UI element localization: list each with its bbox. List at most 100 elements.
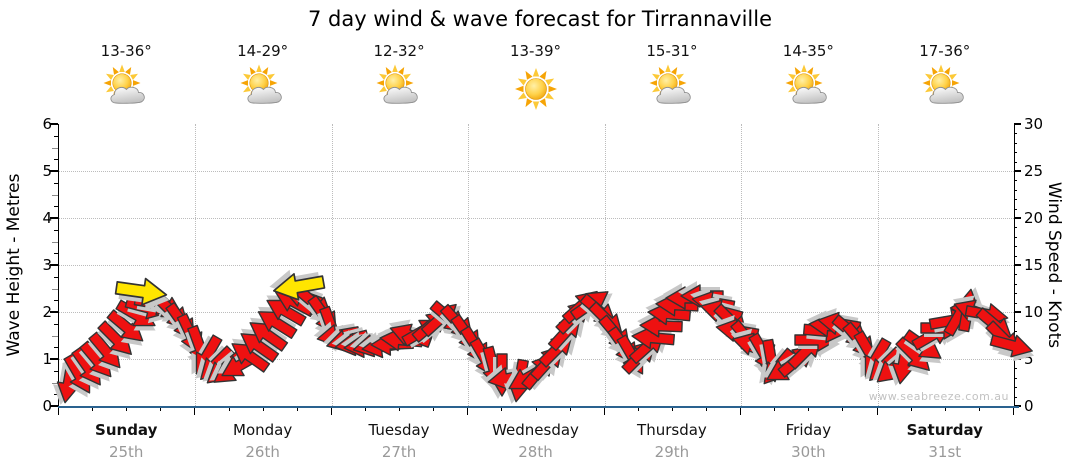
- bottom-axis-line: [58, 406, 1019, 408]
- gridline-horizontal: [59, 265, 1014, 266]
- temperature-label: 13-36°: [100, 42, 152, 60]
- bottom-axis-minor-tick: [364, 407, 366, 411]
- left-axis-tick-label: 3: [42, 256, 52, 274]
- bottom-axis-minor-tick: [399, 407, 401, 411]
- day-label: Monday: [233, 421, 293, 439]
- right-axis-minor-tick: [1014, 377, 1017, 379]
- wind-arrow-icon: [240, 329, 280, 363]
- day-label: Sunday: [95, 421, 158, 439]
- chart-title: 7 day wind & wave forecast for Tirrannav…: [307, 7, 773, 31]
- bottom-axis-minor-tick: [842, 407, 844, 411]
- bottom-axis-major-tick: [467, 407, 469, 415]
- temperature-label: 15-31°: [646, 42, 698, 60]
- weather-icon-partly-cloudy: [784, 64, 832, 116]
- sun-behind-cloud-icon: [922, 64, 964, 104]
- date-label: 25th: [108, 443, 144, 461]
- left-axis-minor-tick: [54, 159, 58, 161]
- right-axis-minor-tick: [1014, 255, 1017, 257]
- plot-area: www.seabreeze.com.au: [53, 124, 1035, 408]
- bottom-axis-minor-tick: [944, 407, 946, 411]
- right-axis-minor-tick: [1014, 180, 1017, 182]
- left-axis-minor-tick: [52, 194, 58, 196]
- sun-behind-cloud-icon: [785, 64, 828, 104]
- left-axis-minor-tick: [54, 206, 58, 208]
- bottom-axis-minor-tick: [501, 407, 503, 411]
- left-axis-tick-label: 2: [42, 303, 52, 321]
- right-axis-minor-tick: [1014, 227, 1017, 229]
- wind-arrow: [248, 294, 308, 354]
- gridline-horizontal: [59, 312, 1014, 313]
- weather-icon-partly-cloudy: [648, 64, 696, 116]
- bottom-axis-minor-tick: [910, 407, 912, 411]
- left-axis-major-tick: [50, 264, 58, 266]
- left-axis-major-tick: [50, 358, 58, 360]
- wind-arrow-yellow: [269, 256, 331, 316]
- date-label: 28th: [518, 443, 553, 461]
- watermark: www.seabreeze.com.au: [868, 390, 1009, 403]
- bottom-axis-minor-tick: [160, 407, 162, 411]
- gridline-vertical: [195, 124, 197, 406]
- left-axis-minor-tick: [52, 147, 58, 149]
- right-axis-minor-tick: [1014, 142, 1017, 144]
- right-axis-minor-tick: [1014, 293, 1017, 295]
- left-axis-title: Wave Height - Metres: [4, 173, 24, 357]
- bottom-axis-minor-tick: [535, 407, 537, 411]
- left-axis-tick-label: 0: [42, 397, 52, 415]
- right-axis-minor-tick: [1014, 396, 1017, 398]
- sun-behind-cloud-icon: [376, 64, 418, 104]
- left-axis-minor-tick: [54, 182, 58, 184]
- date-label: 29th: [654, 443, 690, 461]
- wind-arrow-icon: [637, 310, 683, 338]
- gridline-vertical: [604, 124, 606, 406]
- wind-arrow: [980, 315, 1040, 375]
- right-axis-tick-label: 30: [1024, 115, 1044, 133]
- right-axis-minor-tick: [1014, 387, 1017, 389]
- left-axis-minor-tick: [52, 335, 58, 337]
- wind-arrow: [95, 296, 155, 356]
- gridline-vertical: [331, 124, 333, 406]
- left-axis-tick-label: 1: [42, 350, 52, 368]
- gridline-vertical: [877, 124, 879, 406]
- bottom-axis-minor-tick: [126, 407, 128, 411]
- day-label: Thursday: [637, 421, 707, 439]
- wind-arrow-icon: [629, 322, 676, 350]
- temperature-label: 13-39°: [509, 42, 562, 60]
- left-axis-major-tick: [50, 405, 58, 407]
- date-label: 26th: [245, 443, 280, 461]
- bottom-axis-minor-tick: [706, 407, 708, 411]
- weather-icon-partly-cloudy: [239, 64, 287, 116]
- left-axis-major-tick: [50, 217, 58, 219]
- wind-arrow: [230, 317, 290, 377]
- bottom-axis-major-tick: [876, 407, 878, 415]
- bottom-axis-minor-tick: [433, 407, 435, 411]
- wind-arrow: [633, 296, 693, 356]
- bottom-axis-minor-tick: [671, 407, 673, 411]
- right-axis-tick-label: 10: [1024, 303, 1044, 321]
- bottom-axis-major-tick: [1013, 407, 1014, 415]
- left-axis-minor-tick: [54, 300, 58, 302]
- bottom-axis-major-tick: [740, 407, 742, 415]
- right-axis-minor-tick: [1014, 368, 1017, 370]
- right-axis-tick-label: 20: [1024, 209, 1044, 227]
- date-label: 31st: [928, 443, 962, 461]
- left-axis-minor-tick: [54, 253, 58, 255]
- gridline-vertical: [741, 124, 743, 406]
- left-axis-major-tick: [50, 123, 58, 125]
- sun-behind-cloud-icon: [649, 64, 691, 104]
- wind-arrow-icon: [257, 306, 298, 339]
- temperature-label: 17-36°: [919, 42, 971, 60]
- gridline-horizontal: [59, 359, 1014, 360]
- sun-icon: [514, 68, 557, 110]
- bottom-axis-minor-tick: [637, 407, 639, 411]
- gridline-horizontal: [59, 218, 1014, 219]
- right-axis-minor-tick: [1014, 246, 1017, 248]
- bottom-axis-minor-tick: [978, 407, 980, 411]
- right-axis-minor-tick: [1014, 302, 1017, 304]
- right-axis-minor-tick: [1014, 161, 1017, 163]
- day-label: Saturday: [906, 421, 983, 439]
- right-axis-minor-tick: [1014, 133, 1017, 135]
- date-label: 30th: [791, 443, 826, 461]
- right-axis-major-tick: [1014, 170, 1021, 172]
- wind-arrow-icon: [989, 334, 1035, 362]
